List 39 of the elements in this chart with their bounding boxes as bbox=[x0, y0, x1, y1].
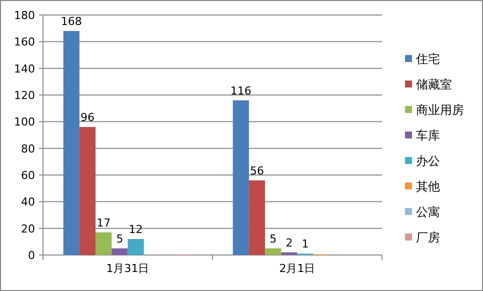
data-label: 1 bbox=[302, 238, 309, 251]
bar bbox=[281, 252, 298, 255]
y-tick-label: 140 bbox=[14, 62, 35, 76]
legend-label: 储藏室 bbox=[416, 78, 452, 92]
bar bbox=[79, 127, 96, 255]
bar bbox=[112, 248, 128, 255]
data-label: 116 bbox=[230, 84, 252, 98]
y-tick-label: 40 bbox=[21, 196, 35, 209]
data-label: 12 bbox=[128, 223, 143, 236]
x-tick-label: 1月31日 bbox=[106, 262, 150, 275]
legend-label: 其他 bbox=[416, 180, 440, 194]
y-tick-label: 180 bbox=[14, 9, 35, 22]
bar bbox=[63, 31, 80, 255]
y-tick-label: 160 bbox=[14, 36, 35, 49]
y-tick-label: 0 bbox=[28, 249, 35, 262]
bar bbox=[232, 100, 249, 255]
legend-label: 公寓 bbox=[416, 205, 440, 219]
data-label: 2 bbox=[286, 236, 293, 250]
legend-label: 商业用房 bbox=[416, 103, 464, 117]
legend-label: 厂房 bbox=[416, 230, 440, 244]
bar bbox=[128, 239, 144, 255]
y-tick-label: 100 bbox=[14, 116, 35, 129]
data-label: 17 bbox=[96, 216, 111, 230]
y-tick-label: 120 bbox=[14, 89, 35, 102]
legend-label: 住宅 bbox=[415, 52, 440, 66]
data-label: 96 bbox=[80, 111, 94, 124]
legend-label: 车库 bbox=[416, 128, 440, 142]
y-tick-label: 80 bbox=[21, 142, 35, 156]
data-label: 56 bbox=[250, 164, 264, 178]
bar bbox=[265, 248, 282, 255]
legend-label: 办公 bbox=[416, 154, 440, 168]
bar bbox=[248, 180, 266, 255]
y-tick-label: 60 bbox=[21, 169, 35, 182]
data-label: 5 bbox=[270, 232, 277, 246]
data-label: 5 bbox=[116, 232, 124, 246]
x-tick-label: 2月1日 bbox=[279, 262, 316, 275]
y-tick-label: 20 bbox=[21, 222, 35, 236]
data-label: 168 bbox=[60, 15, 82, 28]
bar bbox=[96, 232, 112, 255]
